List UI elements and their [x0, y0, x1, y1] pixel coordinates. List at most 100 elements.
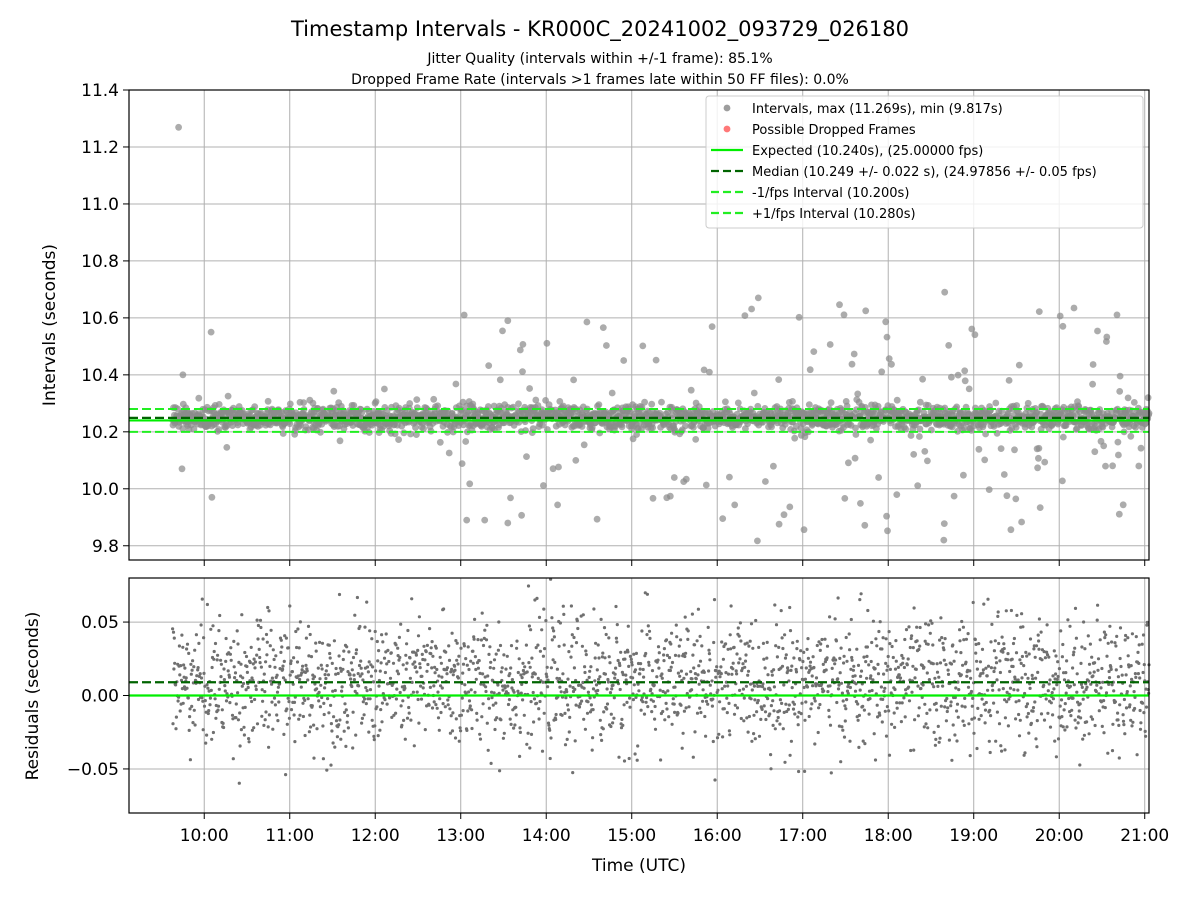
residual-point — [281, 667, 285, 671]
residual-point — [857, 745, 861, 750]
interval-point — [916, 433, 923, 440]
residual-point — [1108, 624, 1112, 628]
residual-point — [616, 658, 620, 663]
residual-point — [922, 665, 926, 669]
residual-point — [771, 699, 775, 703]
residual-point — [478, 732, 482, 736]
interval-point — [954, 371, 962, 379]
residual-point — [771, 723, 775, 728]
residual-point — [857, 713, 862, 718]
residual-point — [905, 663, 909, 667]
residual-point — [582, 717, 586, 721]
residual-point — [208, 703, 212, 707]
residual-point — [855, 647, 859, 651]
residual-point — [721, 735, 725, 739]
residual-point — [430, 706, 435, 710]
residual-point — [425, 643, 429, 648]
residual-point — [841, 728, 845, 732]
residual-point — [314, 649, 318, 653]
residual-point — [563, 711, 567, 716]
residual-point — [561, 672, 565, 676]
residual-point — [686, 637, 690, 642]
residual-point — [543, 647, 547, 651]
residual-point — [404, 653, 408, 657]
residual-point — [836, 677, 840, 681]
residual-point — [985, 674, 989, 678]
residual-point — [241, 681, 246, 686]
interval-point — [1102, 462, 1109, 470]
residual-point — [268, 664, 272, 669]
residual-point — [261, 699, 265, 703]
residual-point — [292, 713, 296, 717]
residual-point — [315, 687, 319, 691]
residual-point — [812, 665, 816, 670]
residual-point — [603, 656, 607, 660]
interval-point — [1116, 372, 1124, 380]
interval-point — [875, 474, 882, 481]
residual-point — [178, 673, 182, 677]
interval-point — [893, 491, 901, 498]
residual-point — [601, 651, 605, 655]
interval-point — [519, 341, 527, 348]
residual-point — [494, 701, 498, 705]
residual-point — [479, 638, 483, 642]
residual-point — [483, 628, 487, 632]
residual-point — [453, 668, 457, 672]
residual-point — [1118, 656, 1122, 661]
residual-point — [211, 730, 215, 735]
residual-point — [896, 665, 901, 670]
residual-point — [599, 733, 603, 737]
residual-point — [627, 664, 631, 669]
interval-point — [1115, 451, 1122, 459]
residual-point — [310, 704, 314, 708]
residual-point — [714, 669, 718, 673]
residual-point — [895, 706, 899, 710]
residual-point — [275, 690, 280, 694]
residual-point — [803, 769, 807, 774]
interval-point — [852, 424, 859, 432]
residual-point — [1116, 675, 1120, 679]
residual-point — [538, 699, 542, 704]
residual-point — [250, 676, 254, 680]
residual-point — [504, 667, 508, 671]
residual-point — [1012, 636, 1017, 641]
residual-point — [1083, 647, 1087, 651]
residual-point — [879, 685, 884, 689]
interval-point — [975, 445, 983, 453]
interval-point — [885, 355, 893, 362]
residual-point — [1106, 751, 1110, 755]
residual-point — [687, 705, 691, 709]
residual-point — [677, 644, 681, 648]
residual-point — [935, 670, 940, 674]
residual-point — [269, 679, 273, 683]
residual-point — [1122, 723, 1126, 727]
residual-point — [447, 658, 452, 663]
residual-point — [675, 635, 679, 639]
residual-point — [468, 704, 472, 708]
residual-point — [1020, 654, 1024, 659]
residual-point — [631, 698, 636, 702]
residual-point — [1054, 654, 1058, 658]
residual-point — [741, 662, 745, 666]
residual-point — [996, 614, 1000, 619]
residual-point — [781, 727, 785, 731]
residual-point — [498, 643, 503, 648]
residual-point — [457, 739, 461, 743]
residual-point — [333, 688, 337, 693]
residual-point — [1130, 724, 1134, 728]
residual-point — [667, 715, 671, 719]
residual-point — [1126, 654, 1130, 658]
residual-point — [288, 673, 292, 677]
residual-point — [611, 683, 615, 687]
residual-point — [931, 643, 935, 647]
residual-point — [443, 705, 447, 709]
residual-point — [240, 613, 244, 617]
interval-point — [1007, 526, 1015, 534]
residual-point — [1018, 718, 1022, 722]
residual-point — [900, 701, 904, 705]
residual-point — [201, 728, 205, 732]
residual-point — [1045, 623, 1049, 627]
residual-point — [174, 683, 178, 687]
interval-point — [706, 368, 713, 376]
residual-point — [1048, 678, 1052, 682]
